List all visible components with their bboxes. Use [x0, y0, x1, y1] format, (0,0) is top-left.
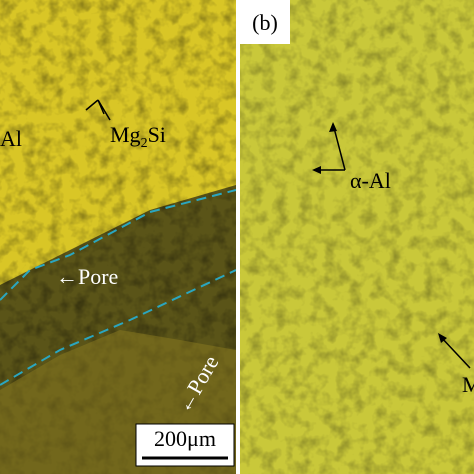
panel-tag: (b) [252, 10, 278, 35]
label: Mg2Si [110, 122, 166, 151]
label: ←Pore [56, 264, 118, 289]
panel-a: Al Mg2Si ←Pore ←Pore 200μm [0, 0, 236, 474]
label-part: Si [148, 122, 166, 147]
label: α-Al [350, 168, 391, 193]
label-part: Mg [110, 122, 141, 147]
label-part: 2 [141, 136, 148, 151]
scale-bar-label: 200μm [154, 426, 216, 451]
panel-b: (b) α-Al M [240, 0, 474, 474]
label: M [462, 372, 474, 397]
label: Al [0, 126, 22, 151]
